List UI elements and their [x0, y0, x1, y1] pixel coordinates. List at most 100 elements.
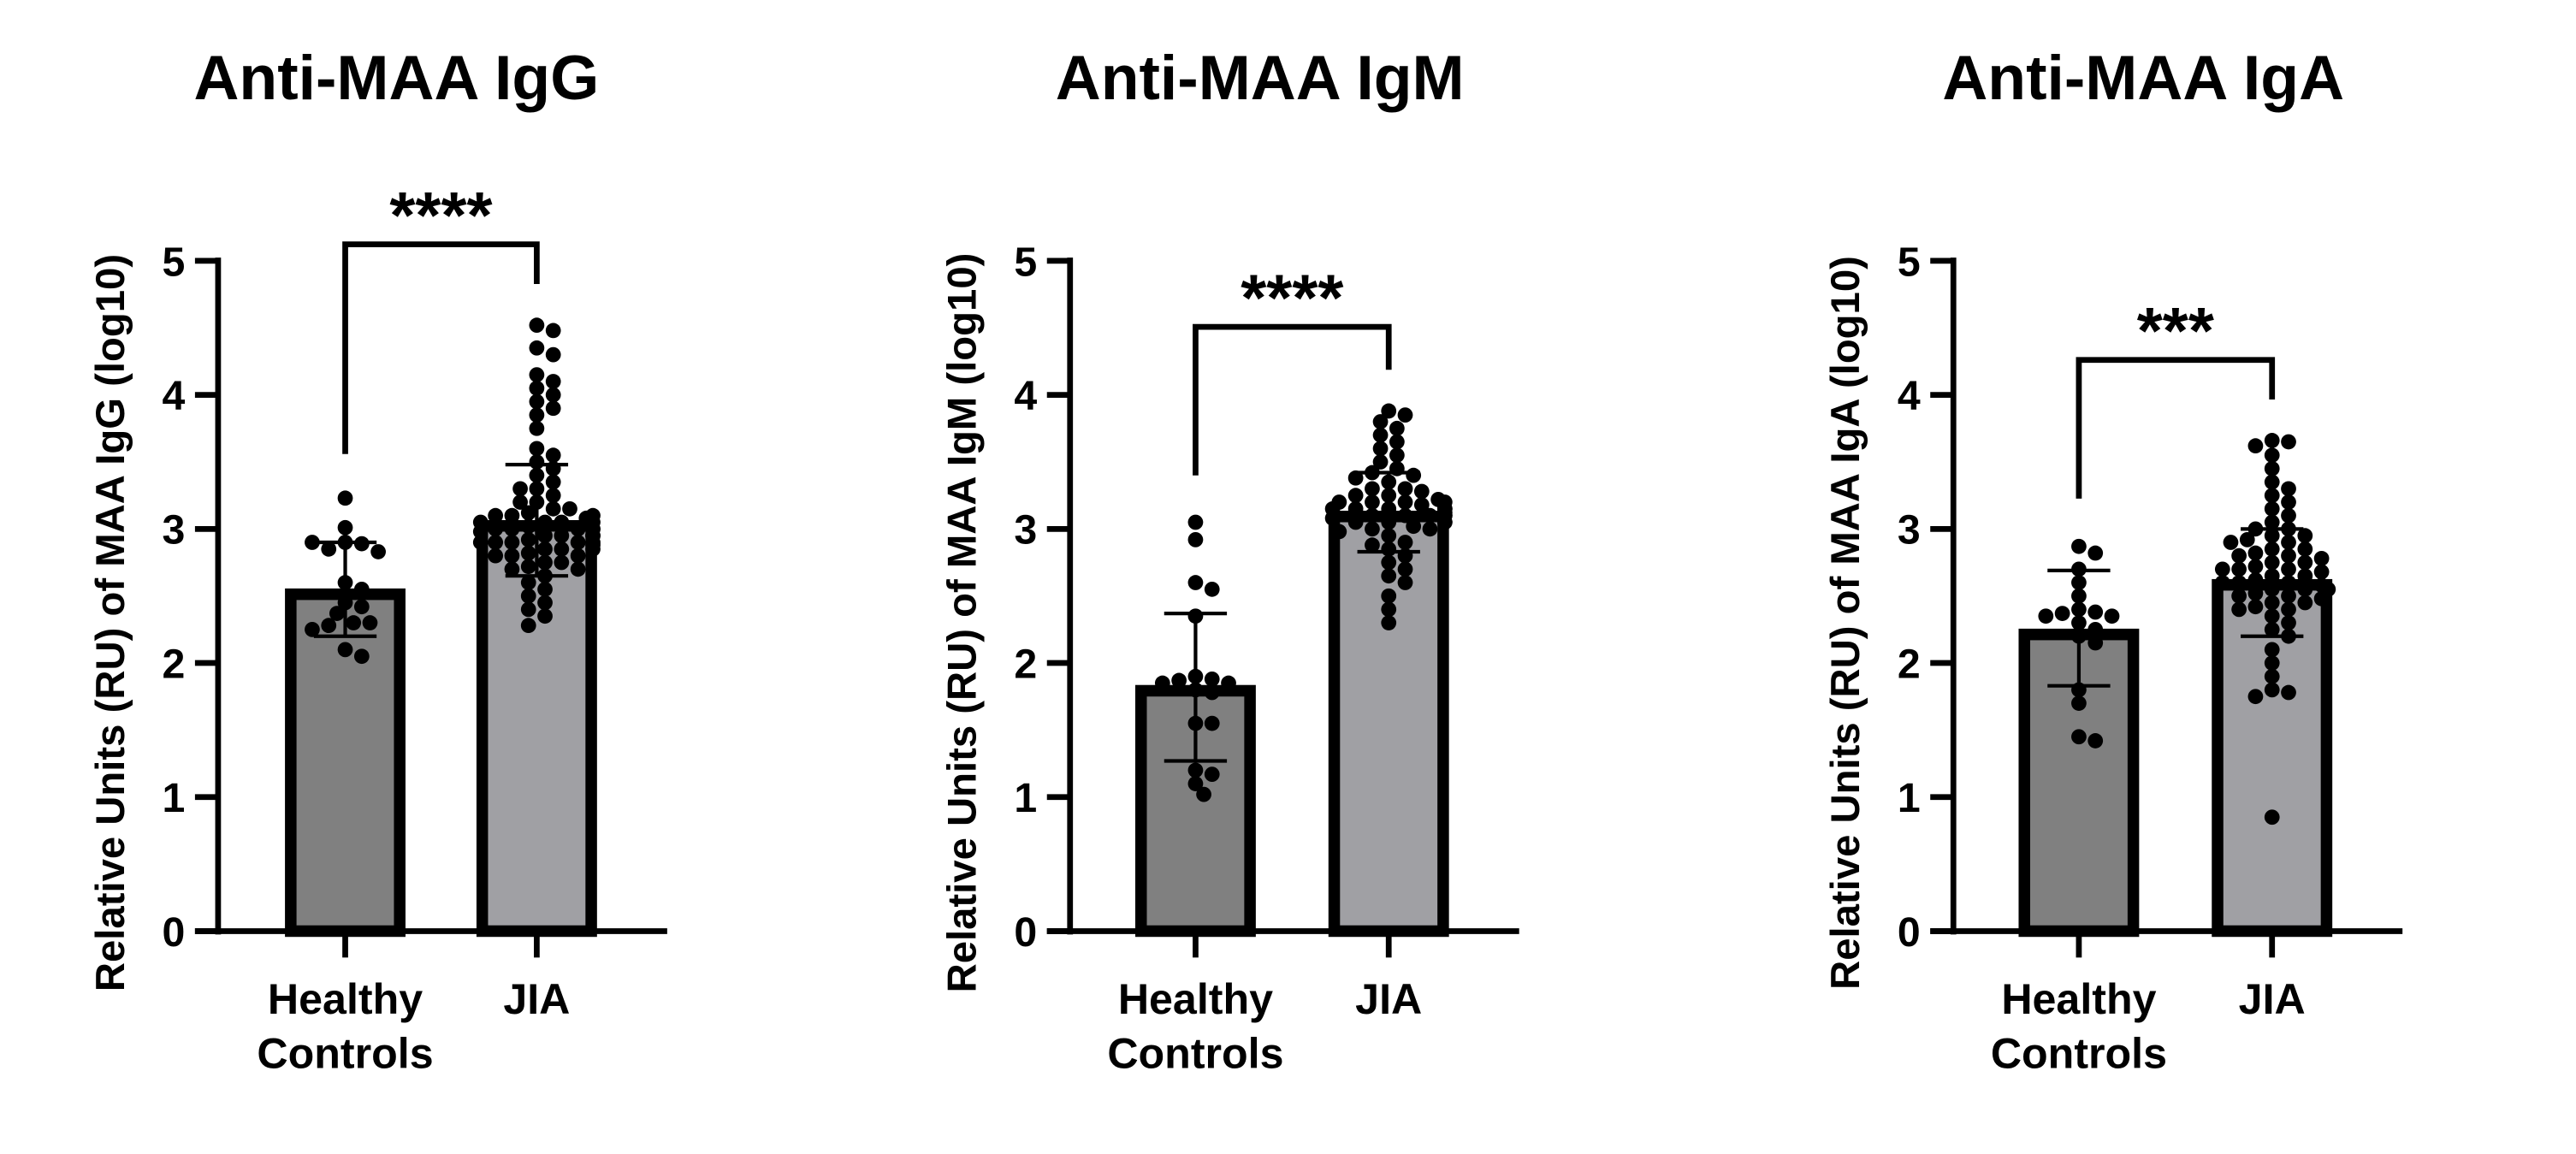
- data-point: [529, 340, 545, 356]
- y-tick-label: 2: [162, 641, 185, 687]
- data-point: [2264, 642, 2280, 658]
- data-point: [512, 494, 528, 510]
- data-point: [2297, 541, 2313, 557]
- data-point: [545, 488, 561, 504]
- data-point: [529, 407, 545, 423]
- x-tick-label: JIA: [2239, 975, 2306, 1023]
- data-point: [520, 505, 536, 521]
- data-point: [529, 420, 545, 436]
- data-point: [488, 535, 504, 550]
- data-point: [537, 528, 553, 544]
- data-point: [2264, 809, 2280, 826]
- significance-label: ****: [1241, 261, 1343, 334]
- y-tick-label: 3: [162, 507, 185, 553]
- y-tick-label: 0: [1898, 909, 1921, 956]
- chart-title: Anti-MAA IgA: [1942, 43, 2344, 113]
- data-point: [2297, 595, 2313, 611]
- data-point: [520, 545, 536, 561]
- significance-bracket: [1193, 323, 1392, 476]
- data-point: [2264, 682, 2280, 698]
- data-point: [545, 374, 561, 389]
- data-point: [1397, 575, 1413, 590]
- data-point: [529, 367, 545, 383]
- data-point: [1196, 786, 1211, 802]
- data-point: [1381, 568, 1397, 584]
- data-point: [2214, 561, 2230, 577]
- data-point: [537, 581, 553, 597]
- data-point: [520, 518, 536, 535]
- data-point: [305, 621, 320, 637]
- data-point: [529, 441, 545, 457]
- data-point: [570, 521, 586, 537]
- data-point: [1389, 434, 1405, 450]
- data-point: [2231, 547, 2247, 564]
- significance-bracket: [2076, 357, 2276, 499]
- data-point: [1397, 494, 1413, 510]
- x-tick-label: JIA: [503, 975, 570, 1023]
- data-point: [1381, 601, 1397, 618]
- y-tick-label: 4: [162, 373, 185, 419]
- data-point: [1372, 414, 1389, 429]
- data-point: [2071, 538, 2087, 554]
- data-point: [520, 575, 536, 590]
- data-point: [1187, 575, 1204, 590]
- y-axis-label: Relative Units (RU) of MAA IgM (log10): [940, 253, 986, 993]
- data-point: [370, 544, 387, 559]
- data-point: [1365, 481, 1380, 497]
- data-point: [520, 531, 536, 547]
- data-point: [305, 535, 320, 550]
- data-point: [1204, 671, 1220, 687]
- data-point: [2264, 433, 2280, 448]
- chart-title: Anti-MAA IgG: [193, 43, 599, 113]
- data-point: [1422, 507, 1438, 524]
- data-point: [2320, 581, 2336, 597]
- data-point: [529, 380, 545, 396]
- data-point: [1413, 483, 1430, 500]
- data-point: [585, 535, 601, 550]
- data-point: [570, 535, 586, 550]
- y-tick-label: 4: [1898, 373, 1921, 419]
- data-point: [1347, 500, 1364, 517]
- data-point: [2281, 481, 2296, 497]
- data-point: [2297, 528, 2313, 544]
- data-point: [2239, 531, 2255, 547]
- data-point: [537, 554, 553, 571]
- data-point: [2247, 585, 2264, 601]
- data-point: [512, 481, 528, 497]
- data-point: [2247, 438, 2264, 454]
- data-point: [504, 535, 520, 550]
- data-point: [2087, 733, 2104, 749]
- data-point: [1187, 762, 1204, 778]
- y-tick-label: 1: [1014, 775, 1037, 821]
- data-point: [1221, 675, 1236, 691]
- x-tick-label-line: Controls: [257, 1030, 433, 1078]
- x-tick-label: Healthy Controls: [1107, 975, 1283, 1078]
- data-point: [2281, 561, 2296, 577]
- data-point: [545, 387, 561, 403]
- data-point: [2281, 434, 2296, 450]
- data-point: [2264, 460, 2280, 476]
- data-point: [1397, 407, 1413, 423]
- data-point: [2313, 550, 2330, 566]
- data-point: [337, 642, 353, 658]
- data-point: [1187, 514, 1204, 530]
- data-point: [488, 547, 504, 564]
- data-point: [545, 400, 561, 417]
- data-point: [2247, 689, 2264, 705]
- data-point: [2087, 604, 2104, 620]
- y-tick-label: 2: [1898, 641, 1921, 687]
- data-point: [2071, 695, 2087, 711]
- data-point: [1436, 514, 1453, 530]
- x-tick-label: Healthy Controls: [257, 975, 433, 1078]
- data-point: [2264, 488, 2280, 504]
- data-point: [1324, 510, 1341, 526]
- x-tick-label-line: JIA: [2239, 975, 2306, 1023]
- chart-panel-2: Anti-MAA IgM Relative Units (RU) of MAA I…: [940, 43, 1519, 1078]
- x-tick-label-line: Healthy: [268, 975, 423, 1023]
- data-point: [488, 521, 504, 537]
- data-point: [545, 323, 561, 339]
- data-point: [1397, 481, 1413, 497]
- data-point: [2071, 729, 2087, 745]
- data-point: [554, 541, 570, 557]
